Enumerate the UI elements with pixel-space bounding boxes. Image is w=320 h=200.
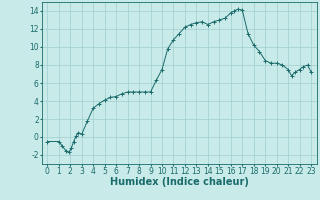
X-axis label: Humidex (Indice chaleur): Humidex (Indice chaleur) bbox=[110, 177, 249, 187]
